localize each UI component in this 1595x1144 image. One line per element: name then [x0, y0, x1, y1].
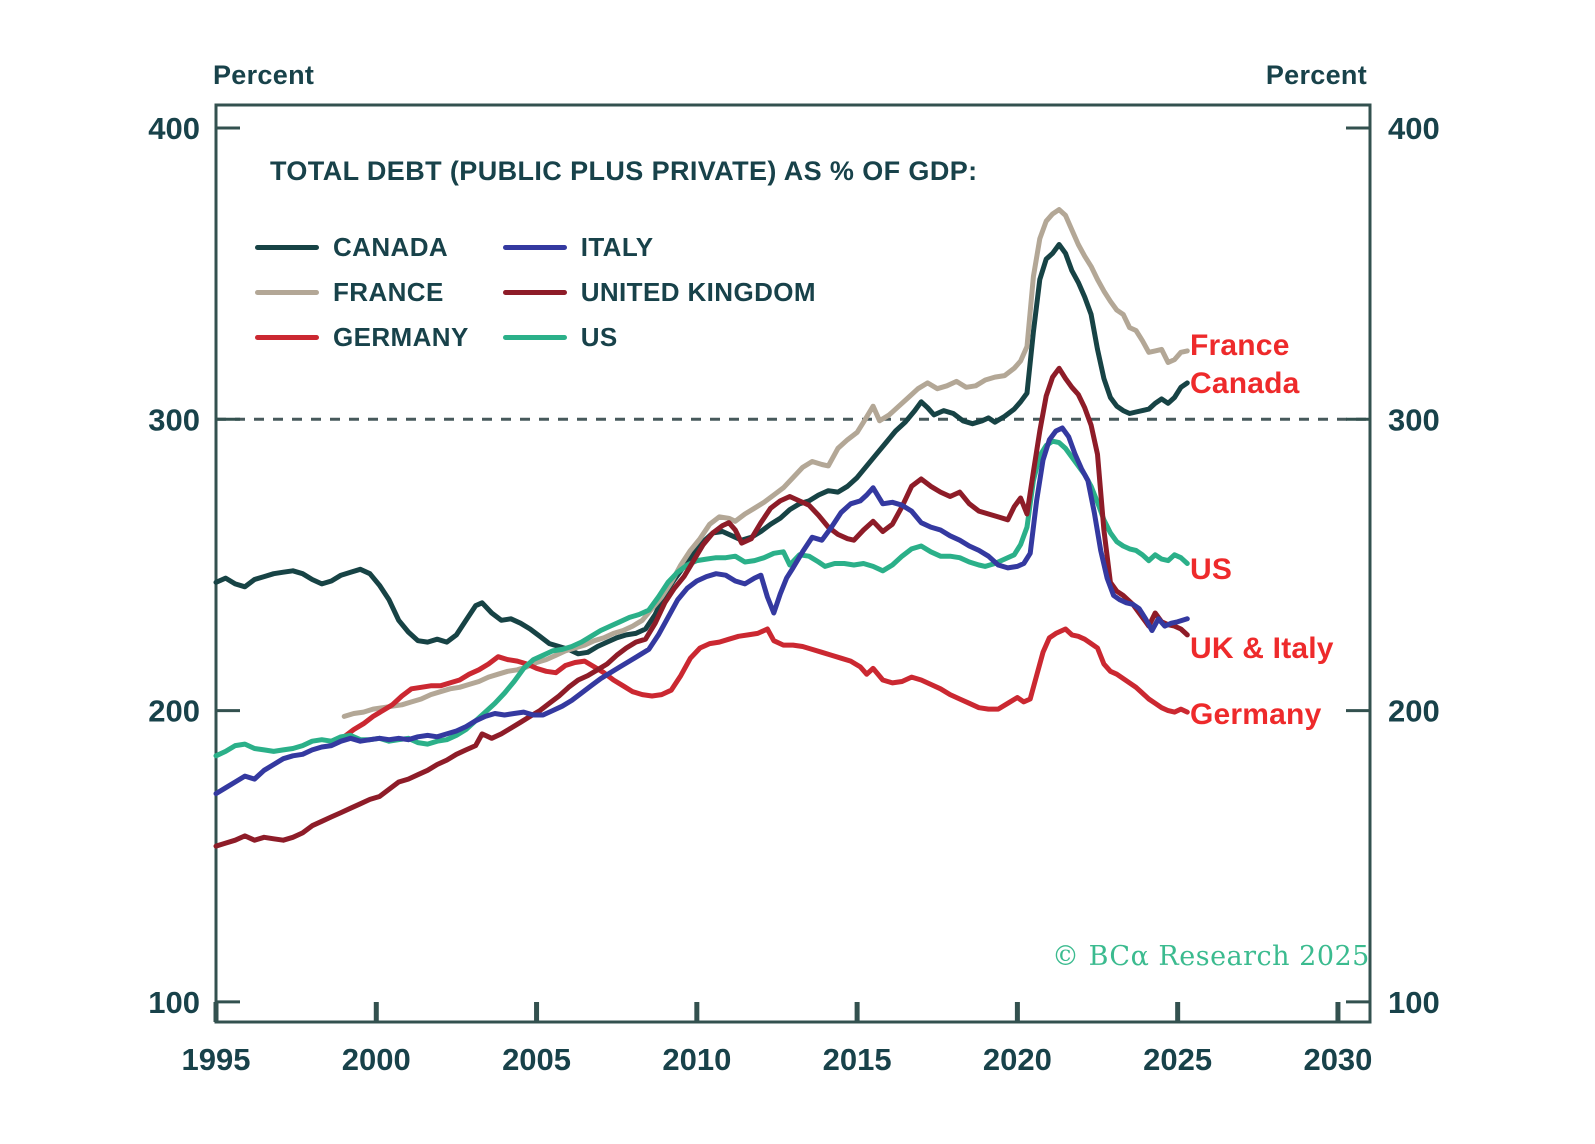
- y-tick-label-right: 100: [1388, 985, 1440, 1020]
- legend-label-uk: UNITED KINGDOM: [580, 276, 816, 307]
- legend-column: CANADA FRANCE GERMANY: [255, 232, 469, 352]
- x-tick-label: 2000: [342, 1042, 411, 1077]
- legend-label-canada: CANADA: [333, 231, 449, 262]
- annotation-uk-italy: UK & Italy: [1190, 632, 1334, 665]
- legend-swatch-us: [502, 334, 567, 340]
- legend-swatch-france: [255, 289, 319, 295]
- x-tick-label: 2015: [823, 1042, 892, 1077]
- legend-label-germany: GERMANY: [333, 321, 469, 352]
- plot-border: [214, 103, 1372, 1024]
- x-tick-label: 2020: [983, 1042, 1052, 1077]
- chart-title: TOTAL DEBT (PUBLIC PLUS PRIVATE) AS % OF…: [270, 156, 978, 186]
- right-axis-unit-label: Percent: [1265, 60, 1367, 90]
- legend-item-germany: GERMANY: [255, 322, 469, 352]
- y-tick-label-right: 200: [1388, 694, 1440, 729]
- legend-swatch-uk: [502, 289, 567, 295]
- legend-swatch-germany: [255, 334, 319, 340]
- legend-item-italy: ITALY: [502, 231, 816, 262]
- legend-label-us: US: [580, 321, 618, 352]
- x-tick-label: 2005: [502, 1042, 571, 1077]
- legend-item-uk: UNITED KINGDOM: [502, 276, 816, 307]
- legend-item-canada: CANADA: [255, 232, 469, 262]
- y-tick-label-left: 300: [148, 402, 200, 437]
- x-tick-label: 2030: [1303, 1042, 1372, 1077]
- legend-swatch-italy: [502, 244, 567, 250]
- annotation-us: US: [1190, 553, 1233, 586]
- annotation-canada: Canada: [1190, 367, 1300, 400]
- legend-swatch-canada: [255, 244, 319, 250]
- legend-item-us: US: [502, 321, 816, 352]
- y-tick-label-right: 400: [1388, 111, 1440, 146]
- y-tick-label-right: 300: [1388, 402, 1440, 437]
- legend-column: ITALY UNITED KINGDOM US: [502, 231, 816, 352]
- series-line-us: [213, 438, 1190, 759]
- watermark: © BCα Research 2025: [1052, 941, 1370, 972]
- legend-label-italy: ITALY: [580, 231, 654, 262]
- series-line-uk: [213, 365, 1190, 849]
- legend-item-france: FRANCE: [255, 277, 469, 307]
- y-tick-label-left: 200: [148, 694, 200, 729]
- y-tick-label-left: 400: [148, 111, 200, 146]
- annotation-france: France: [1190, 329, 1290, 362]
- legend-label-france: FRANCE: [333, 276, 444, 307]
- series-line-france: [341, 207, 1190, 719]
- annotation-germany: Germany: [1190, 698, 1322, 731]
- x-tick-label: 2010: [662, 1042, 731, 1077]
- left-axis-unit-label: Percent: [213, 60, 315, 90]
- chart-legend: CANADA FRANCE GERMANY ITALY UNITED KINGDOM US: [255, 232, 816, 352]
- y-tick-label-left: 100: [148, 985, 200, 1020]
- series-line-italy: [213, 425, 1190, 797]
- x-tick-label: 2025: [1143, 1042, 1212, 1077]
- x-tick-label: 1995: [182, 1042, 251, 1077]
- series-line-germany: [341, 626, 1190, 740]
